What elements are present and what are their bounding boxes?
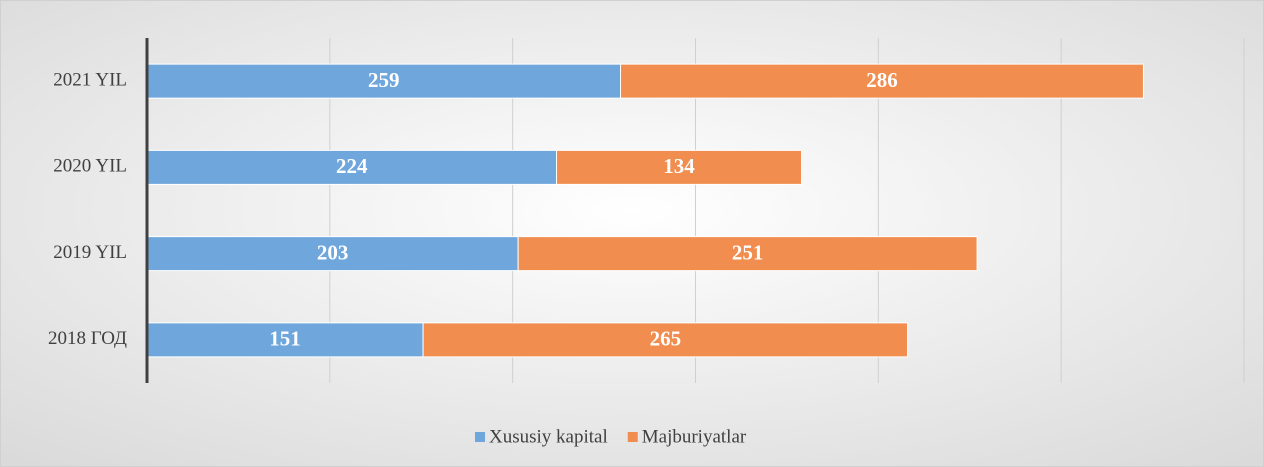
bars: 2021 YIL 259 286 2020 YIL 224 134 2019 YIL 203 2… — [48, 38, 1144, 383]
value-label: 265 — [650, 327, 682, 351]
legend-label: Majburiyatlar — [642, 426, 747, 447]
y-tick-label: 2021 YIL — [53, 69, 127, 90]
bar — [146, 236, 519, 272]
bar — [517, 236, 978, 272]
value-label: 224 — [336, 154, 368, 178]
bar — [146, 63, 622, 99]
bar — [146, 149, 558, 185]
bar — [620, 63, 1144, 99]
legend: Xususiy kapital Majburiyatlar — [475, 426, 747, 447]
value-label: 203 — [317, 240, 349, 264]
bar — [422, 322, 909, 358]
value-label: 286 — [866, 68, 898, 92]
value-label: 134 — [663, 154, 695, 178]
y-tick-label: 2018 ГОД — [48, 328, 127, 349]
value-label: 259 — [368, 68, 400, 92]
legend-swatch — [475, 432, 485, 442]
value-label: 151 — [269, 327, 301, 351]
value-label: 251 — [732, 240, 764, 264]
legend-label: Xususiy kapital — [489, 426, 608, 447]
bar — [556, 149, 803, 185]
y-tick-label: 2019 YIL — [53, 242, 127, 263]
y-tick-label: 2020 YIL — [53, 156, 127, 177]
legend-swatch — [627, 432, 638, 442]
